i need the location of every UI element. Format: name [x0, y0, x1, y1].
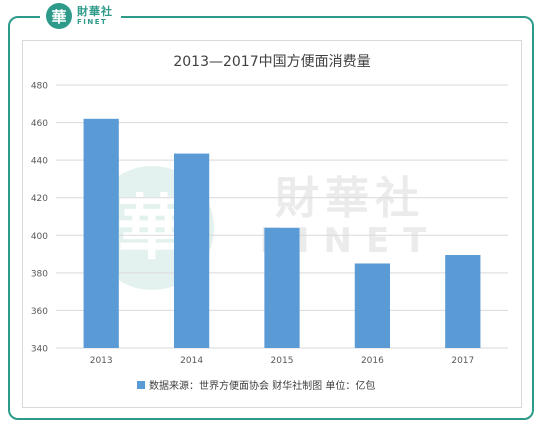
y-tick-label: 360: [31, 307, 48, 317]
bars: [83, 118, 481, 348]
bar-2015: [264, 227, 300, 348]
y-tick-label: 460: [31, 119, 48, 129]
y-tick-label: 340: [31, 345, 48, 355]
svg-text:財華社: 財華社: [275, 173, 425, 224]
x-tick-label: 2014: [180, 356, 203, 366]
outer-frame: [8, 16, 534, 420]
x-tick-label: 2015: [271, 356, 294, 366]
x-tick-label: 2016: [361, 356, 384, 366]
brand-name-en: FINET: [77, 18, 108, 26]
x-axis-ticks: 2013 2014 2015 2016 2017: [90, 356, 475, 366]
y-tick-label: 400: [31, 232, 48, 242]
y-tick-label: 420: [31, 194, 48, 204]
x-tick-label: 2017: [451, 356, 474, 366]
bar-2014: [173, 153, 210, 348]
legend-label: 数据来源：世界方便面协会 财华社制图 单位：亿包: [149, 379, 375, 392]
y-axis-ticks: 340 360 380 400 420 440 460 480: [31, 82, 48, 355]
chart-title: 2013—2017中国方便面消费量: [173, 54, 370, 70]
bar-2016: [354, 263, 391, 348]
y-tick-label: 380: [31, 269, 48, 279]
y-tick-label: 440: [31, 157, 48, 167]
legend: 数据来源：世界方便面协会 财华社制图 单位：亿包: [137, 379, 375, 392]
brand-name-cn: 財華社: [77, 5, 113, 18]
x-tick-label: 2013: [90, 356, 113, 366]
bar-2017: [445, 255, 481, 348]
brand-text: 財華社 FINET: [77, 6, 113, 26]
finet-seal-icon: 華: [46, 3, 72, 29]
y-tick-label: 480: [31, 82, 48, 92]
finet-logo: 華 財華社 FINET: [40, 3, 121, 29]
bar-2013: [83, 118, 119, 348]
legend-swatch: [137, 381, 145, 389]
